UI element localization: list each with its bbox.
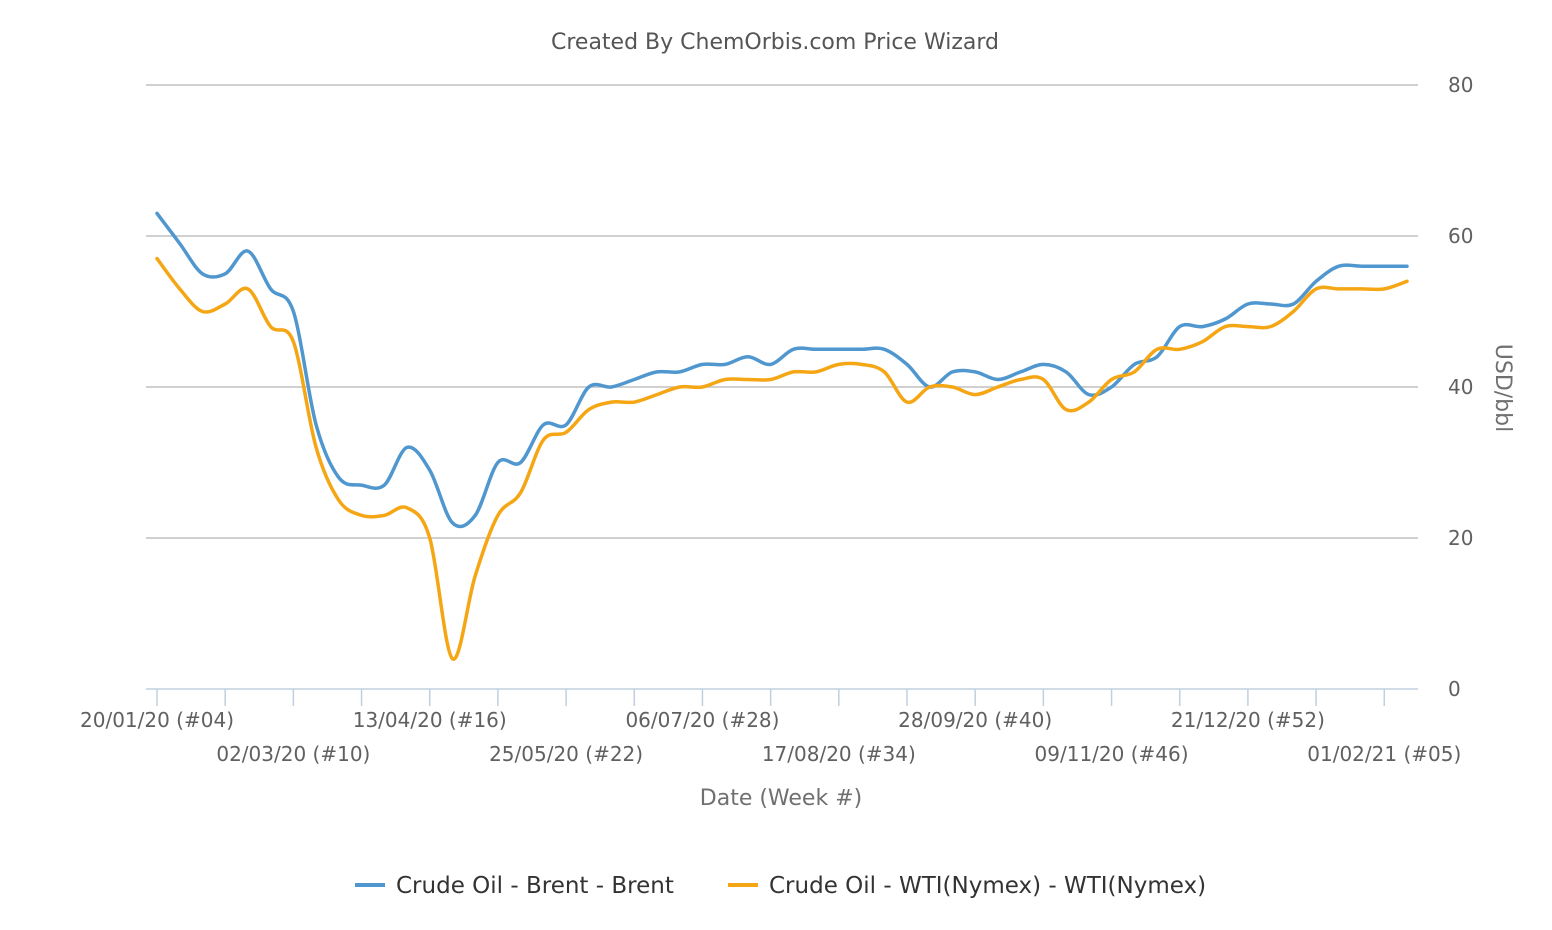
grid-lines <box>146 84 1418 539</box>
x-axis-tick-labels: 20/01/20 (#04) 02/03/20 (#10) 13/04/20 (#1… <box>80 708 1461 766</box>
y-tick-label-20: 20 <box>1448 526 1473 550</box>
x-tick-label-6: 28/09/20 (#40) <box>898 708 1052 732</box>
chart-title: Created By ChemOrbis.com Price Wizard <box>551 30 999 55</box>
x-axis-title: Date (Week #) <box>700 786 862 811</box>
x-axis-ticks <box>156 689 1386 706</box>
legend-label-brent[interactable]: Crude Oil - Brent - Brent <box>396 873 674 899</box>
legend[interactable]: Crude Oil - Brent - Brent Crude Oil - WT… <box>355 873 1206 899</box>
x-tick-label-7: 09/11/20 (#46) <box>1035 742 1189 766</box>
series-line-0[interactable] <box>155 211 1409 529</box>
y-tick-label-40: 40 <box>1448 375 1473 399</box>
x-tick-label-5: 17/08/20 (#34) <box>762 742 916 766</box>
x-tick-label-9: 01/02/21 (#05) <box>1307 742 1461 766</box>
x-tick-label-1: 02/03/20 (#10) <box>216 742 370 766</box>
x-tick-label-3: 25/05/20 (#22) <box>489 742 643 766</box>
x-tick-label-8: 21/12/20 (#52) <box>1171 708 1325 732</box>
series-line-1[interactable] <box>155 256 1409 661</box>
y-axis-title: USD/bbl <box>1490 344 1515 432</box>
x-tick-label-2: 13/04/20 (#16) <box>353 708 507 732</box>
y-tick-label-0: 0 <box>1448 677 1461 701</box>
y-axis-ticks: 0 20 40 60 80 <box>1448 73 1473 701</box>
y-tick-label-80: 80 <box>1448 73 1473 97</box>
x-tick-label-4: 06/07/20 (#28) <box>625 708 779 732</box>
x-tick-label-0: 20/01/20 (#04) <box>80 708 234 732</box>
series-lines <box>155 211 1409 661</box>
legend-label-wti[interactable]: Crude Oil - WTI(Nymex) - WTI(Nymex) <box>769 873 1206 899</box>
y-tick-label-60: 60 <box>1448 224 1473 248</box>
